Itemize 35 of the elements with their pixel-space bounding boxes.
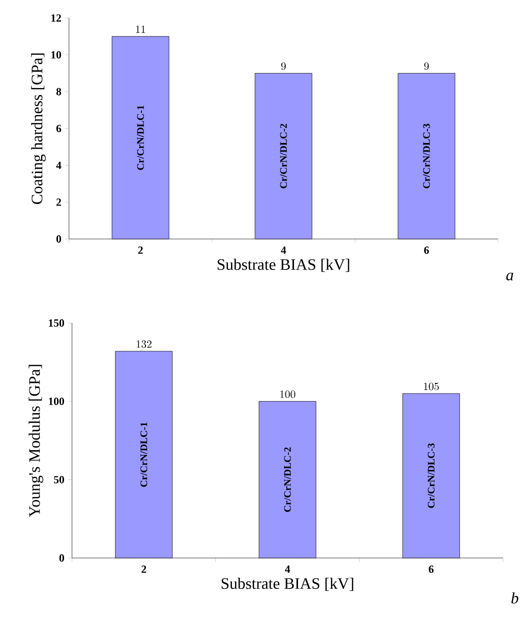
annotation: Cr/CrN/DLC-3 bbox=[428, 443, 435, 508]
y-tick-label: 12 bbox=[51, 14, 61, 22]
text: b bbox=[511, 592, 518, 604]
annotation: Cr/CrN/DLC-3 bbox=[423, 124, 430, 188]
y-tick-label: 8 bbox=[56, 88, 62, 96]
text: a bbox=[506, 272, 514, 280]
data-label: 9 bbox=[281, 62, 286, 70]
x-tick-label: 2 bbox=[142, 566, 146, 573]
annotation: Cr/CrN/DLC-1 bbox=[140, 422, 148, 487]
annotation: Cr/CrN/DLC-2 bbox=[280, 124, 287, 188]
x-tick-label: 6 bbox=[424, 246, 429, 254]
y-axis-title: Coating hardness [GPa] bbox=[31, 54, 46, 204]
y-tick-label: 0 bbox=[59, 554, 64, 562]
x-tick-label: 4 bbox=[280, 246, 286, 254]
y-tick-label: 6 bbox=[56, 124, 62, 132]
y-tick-label: 150 bbox=[48, 319, 64, 327]
x-tick-label: 6 bbox=[428, 566, 434, 573]
data-label: 11 bbox=[136, 26, 146, 33]
x-axis-title: Substrate BIAS [kV] bbox=[218, 258, 350, 272]
y-tick-label: 10 bbox=[51, 51, 62, 59]
y-tick-label: 50 bbox=[54, 476, 64, 484]
x-axis-title: Substrate BIAS [kV] bbox=[222, 578, 354, 591]
data-label: 105 bbox=[424, 382, 439, 390]
y-axis-title: Young's Modulus [GPa] bbox=[28, 364, 44, 518]
x-tick-label: 2 bbox=[138, 246, 143, 254]
annotation: Cr/CrN/DLC-1 bbox=[137, 106, 144, 170]
data-label: 100 bbox=[280, 390, 296, 398]
y-tick-label: 4 bbox=[56, 162, 62, 169]
data-label: 132 bbox=[136, 340, 152, 348]
x-tick-label: 4 bbox=[284, 566, 290, 573]
data-label: 9 bbox=[424, 62, 429, 70]
y-tick-label: 0 bbox=[56, 235, 62, 243]
annotation: Cr/CrN/DLC-2 bbox=[284, 447, 291, 512]
y-tick-label: 100 bbox=[48, 398, 64, 406]
y-tick-label: 2 bbox=[56, 198, 61, 206]
